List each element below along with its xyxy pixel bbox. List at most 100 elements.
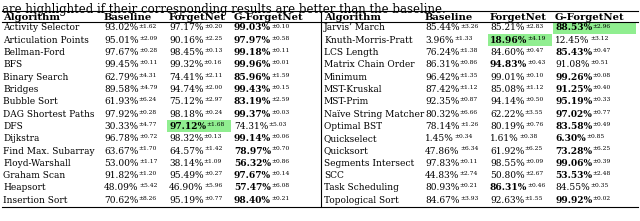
Text: 83.19%: 83.19% xyxy=(234,97,271,106)
Text: ±0.21: ±0.21 xyxy=(460,183,478,188)
Text: ±5.42: ±5.42 xyxy=(139,183,157,188)
Text: Articulation Points: Articulation Points xyxy=(3,36,89,45)
Text: ±2.67: ±2.67 xyxy=(525,171,543,176)
Text: Graham Scan: Graham Scan xyxy=(3,171,65,180)
Text: 78.97%: 78.97% xyxy=(234,147,271,156)
Text: 73.28%: 73.28% xyxy=(555,147,592,156)
Text: ±0.28: ±0.28 xyxy=(139,110,157,115)
Text: 91.25%: 91.25% xyxy=(555,85,592,94)
Text: Find Max. Subarray: Find Max. Subarray xyxy=(3,147,95,156)
Text: DAG Shortest Paths: DAG Shortest Paths xyxy=(3,110,95,119)
Text: 99.06%: 99.06% xyxy=(555,159,592,168)
Text: 1.45%: 1.45% xyxy=(425,134,454,143)
Text: ±0.51: ±0.51 xyxy=(590,60,609,65)
Text: ±0.77: ±0.77 xyxy=(593,110,611,115)
Text: 97.67%: 97.67% xyxy=(234,171,271,180)
Text: 96.42%: 96.42% xyxy=(425,73,460,82)
Text: ±0.46: ±0.46 xyxy=(528,183,546,188)
Text: ±1.35: ±1.35 xyxy=(460,73,478,78)
Text: ±2.83: ±2.83 xyxy=(525,23,543,29)
Text: ±1.12: ±1.12 xyxy=(525,85,543,90)
Text: ±0.03: ±0.03 xyxy=(272,110,290,115)
Text: ±4.31: ±4.31 xyxy=(139,73,157,78)
Text: LCS Length: LCS Length xyxy=(324,48,378,57)
Text: G-ForgetNet: G-ForgetNet xyxy=(234,13,303,21)
Text: 70.62%: 70.62% xyxy=(104,196,138,205)
Text: ±0.47: ±0.47 xyxy=(525,48,543,53)
Text: ±0.09: ±0.09 xyxy=(525,159,543,164)
Text: 93.02%: 93.02% xyxy=(104,23,138,32)
Text: Algorithm: Algorithm xyxy=(324,13,381,21)
Text: 50.80%: 50.80% xyxy=(490,171,525,180)
Text: Bridges: Bridges xyxy=(3,85,38,94)
Text: 90.16%: 90.16% xyxy=(169,36,204,45)
Text: 1.61%: 1.61% xyxy=(490,134,519,143)
Text: 96.78%: 96.78% xyxy=(104,134,138,143)
Bar xyxy=(488,34,552,46)
Text: DFS: DFS xyxy=(3,122,23,131)
Text: SCC: SCC xyxy=(324,171,344,180)
Text: 99.03%: 99.03% xyxy=(234,23,271,32)
Text: 44.83%: 44.83% xyxy=(425,171,460,180)
Text: 99.18%: 99.18% xyxy=(234,48,271,57)
Text: 85.08%: 85.08% xyxy=(490,85,525,94)
Text: 95.19%: 95.19% xyxy=(169,196,204,205)
Text: ±0.87: ±0.87 xyxy=(460,97,478,102)
Text: ±0.27: ±0.27 xyxy=(204,171,222,176)
Text: 97.17%: 97.17% xyxy=(169,23,204,32)
Text: Topological Sort: Topological Sort xyxy=(324,196,399,205)
Text: ±1.12: ±1.12 xyxy=(460,85,478,90)
Text: ±0.40: ±0.40 xyxy=(593,85,611,90)
Text: ±0.20: ±0.20 xyxy=(204,23,222,29)
Text: 99.01%: 99.01% xyxy=(490,73,525,82)
Text: 85.96%: 85.96% xyxy=(234,73,271,82)
Text: ±1.59: ±1.59 xyxy=(272,73,290,78)
Text: 84.67%: 84.67% xyxy=(425,196,460,205)
Text: 97.97%: 97.97% xyxy=(234,36,271,45)
Text: 84.60%: 84.60% xyxy=(490,48,525,57)
Text: 48.09%: 48.09% xyxy=(104,183,138,192)
Text: 99.43%: 99.43% xyxy=(234,85,271,94)
Text: ±0.24: ±0.24 xyxy=(204,110,222,115)
Text: 38.14%: 38.14% xyxy=(169,159,204,168)
Text: ±0.10: ±0.10 xyxy=(525,73,543,78)
Text: 94.83%: 94.83% xyxy=(490,60,527,69)
Text: ±4.77: ±4.77 xyxy=(139,122,157,127)
Text: 3.96%: 3.96% xyxy=(425,36,454,45)
Text: ±1.55: ±1.55 xyxy=(525,196,543,201)
Text: 62.22%: 62.22% xyxy=(490,110,524,119)
Text: MST-Prim: MST-Prim xyxy=(324,97,369,106)
Text: 61.92%: 61.92% xyxy=(490,147,524,156)
Text: ±6.34: ±6.34 xyxy=(460,147,478,152)
Text: ±0.10: ±0.10 xyxy=(271,23,290,29)
Text: 99.45%: 99.45% xyxy=(104,60,139,69)
Bar xyxy=(167,120,231,132)
Text: 74.41%: 74.41% xyxy=(169,73,204,82)
Text: ±2.74: ±2.74 xyxy=(460,171,478,176)
Text: ±0.49: ±0.49 xyxy=(593,122,611,127)
Text: 87.42%: 87.42% xyxy=(425,85,460,94)
Text: ±0.11: ±0.11 xyxy=(139,60,157,65)
Text: ±2.11: ±2.11 xyxy=(204,73,222,78)
Text: 64.57%: 64.57% xyxy=(169,147,204,156)
Text: 98.32%: 98.32% xyxy=(169,134,204,143)
Text: G-ForgetNet: G-ForgetNet xyxy=(555,13,625,21)
Text: ±6.25: ±6.25 xyxy=(593,147,611,152)
Text: 86.31%: 86.31% xyxy=(425,60,460,69)
Text: ±0.21: ±0.21 xyxy=(271,196,290,201)
Text: ±0.14: ±0.14 xyxy=(271,171,290,176)
Text: ±0.76: ±0.76 xyxy=(525,122,543,127)
Text: ±0.28: ±0.28 xyxy=(139,48,157,53)
Text: ±0.39: ±0.39 xyxy=(593,159,611,164)
Text: ±1.62: ±1.62 xyxy=(139,23,157,29)
Text: ±0.33: ±0.33 xyxy=(593,97,611,102)
Text: 98.55%: 98.55% xyxy=(490,159,525,168)
Text: Jarvis’ March: Jarvis’ March xyxy=(324,23,386,32)
Text: ±6.08: ±6.08 xyxy=(271,183,289,188)
Text: ±2.48: ±2.48 xyxy=(593,171,611,176)
Text: Matrix Chain Order: Matrix Chain Order xyxy=(324,60,415,69)
Text: ±0.34: ±0.34 xyxy=(454,134,473,139)
Text: ±2.25: ±2.25 xyxy=(204,36,222,41)
Text: ±1.68: ±1.68 xyxy=(207,122,225,127)
Text: 47.86%: 47.86% xyxy=(425,147,460,156)
